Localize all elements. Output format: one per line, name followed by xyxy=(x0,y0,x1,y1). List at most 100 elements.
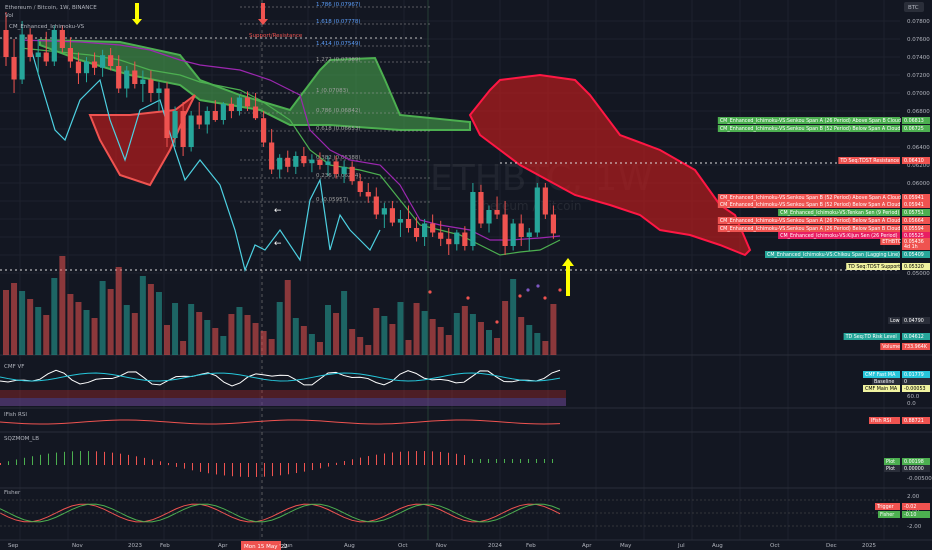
candle-body xyxy=(244,97,251,107)
sqz-bar xyxy=(176,463,177,467)
volume-bar xyxy=(43,315,50,355)
price-tag-value-bg xyxy=(902,317,930,324)
volume-bar xyxy=(99,281,106,355)
pane-tag-value-bg xyxy=(902,465,930,472)
candle-body xyxy=(180,111,186,147)
price-tag-value: 0.05751 xyxy=(904,210,924,216)
vol-label[interactable]: Vol xyxy=(5,13,14,19)
currency-button-label[interactable]: BTC xyxy=(908,5,919,11)
time-axis-label: Feb xyxy=(526,543,536,549)
volume-bar xyxy=(107,289,114,355)
time-axis-label: Jun xyxy=(283,543,293,549)
candle-body xyxy=(550,214,556,234)
fib-label: 0.618 (0.06653) xyxy=(316,126,361,132)
sqz-bar xyxy=(48,453,49,465)
volume-bar xyxy=(260,331,267,355)
fisher-title: Fisher xyxy=(4,490,21,496)
pane-tag-value: 0.01779 xyxy=(904,372,924,378)
sqz-bar xyxy=(240,463,241,477)
price-tag-value: 0.05941 xyxy=(904,202,924,208)
volume-bar xyxy=(19,291,26,355)
price-tag-label: CM_Enhanced_Ichimoku-VS:Senkou Span B (5… xyxy=(720,195,901,201)
volume-bar xyxy=(180,341,187,355)
sqz-bar xyxy=(320,463,321,469)
td-dot xyxy=(495,320,499,324)
sqz-bar xyxy=(72,451,73,465)
price-tag-label-bg xyxy=(888,317,900,324)
price-tag-value: 4d 1h xyxy=(904,244,918,250)
volume-bar xyxy=(3,290,9,355)
volume-bar xyxy=(164,325,170,355)
time-axis-label: Feb xyxy=(160,543,170,549)
price-tag-value: 0.05525 xyxy=(904,233,924,239)
candle-body xyxy=(486,210,492,224)
symbol-title[interactable]: Ethereum / Bitcoin, 1W, BINANCE xyxy=(5,5,97,11)
price-axis-label: 0.05000 xyxy=(907,271,930,277)
price-tag-label-bg xyxy=(838,157,900,164)
volume-bar xyxy=(268,339,275,355)
candle-body xyxy=(116,66,122,89)
volume-bar xyxy=(373,308,380,355)
candle-body xyxy=(196,115,202,125)
price-tag-value-bg xyxy=(902,125,930,132)
volume-bar xyxy=(381,316,388,355)
pane-tag-label: Baseline xyxy=(874,379,894,385)
price-tag-value-bg xyxy=(902,217,930,224)
volume-bar xyxy=(437,327,444,355)
pane-axis-label: -2.00 xyxy=(907,524,922,530)
price-axis-label: 0.07600 xyxy=(907,37,930,43)
price-axis-label: 0.07800 xyxy=(907,19,930,25)
pane-tag-value: 0.88721 xyxy=(904,418,924,424)
volume-bar xyxy=(123,305,130,355)
volume-bar xyxy=(115,267,122,355)
candle-body xyxy=(365,192,371,197)
candle-body xyxy=(277,157,283,170)
sqz-bar xyxy=(440,451,441,465)
sqz-bar xyxy=(480,459,481,463)
time-axis-label: Oct xyxy=(770,543,780,549)
pane-tag-value-bg xyxy=(902,385,930,392)
fisher-line xyxy=(0,503,561,523)
sqz-bar xyxy=(264,463,265,477)
candle-body xyxy=(212,111,218,120)
sqz-bar xyxy=(416,451,417,465)
volume-bars xyxy=(3,256,557,355)
fib-label: 1 (0.07083) xyxy=(316,88,348,94)
price-tag-value-bg xyxy=(902,238,930,245)
price-tag-value-bg xyxy=(902,243,930,250)
indicator-title[interactable]: CM_Enhanced_Ichimoku-VS xyxy=(9,24,85,30)
volume-bar xyxy=(341,291,348,355)
price-tag-label: ETHBTC xyxy=(882,239,902,245)
candle-body xyxy=(172,111,178,138)
volume-bar xyxy=(518,317,525,355)
price-tag-value: 0.06813 xyxy=(904,118,924,124)
currency-button[interactable] xyxy=(904,2,924,12)
sqz-bar xyxy=(456,453,457,465)
candle-body xyxy=(534,187,540,233)
candle-body xyxy=(67,48,73,62)
price-tag-label: Volume xyxy=(882,344,900,350)
volume-bar xyxy=(550,304,557,355)
price-tag-value-bg xyxy=(902,343,930,350)
sqz-bar xyxy=(352,459,353,465)
sqz-bar xyxy=(296,463,297,474)
pane-tag-label-bg xyxy=(869,417,900,424)
sqz-bar xyxy=(504,459,505,463)
price-axis-label: 0.07000 xyxy=(907,91,930,97)
volume-bar xyxy=(453,313,460,355)
price-tag-value-bg xyxy=(902,251,930,258)
candle-body xyxy=(446,238,452,245)
pane-tag-value-bg xyxy=(902,417,930,424)
volume-bar xyxy=(11,283,18,355)
price-axis-label: 0.07400 xyxy=(907,55,930,61)
bullish-cloud xyxy=(39,38,471,131)
pane-tag-label: Plot xyxy=(886,459,895,465)
sqz-bar xyxy=(464,455,465,465)
pane-tag-label-bg xyxy=(863,385,900,392)
sqz-bar xyxy=(488,459,489,463)
candle-body xyxy=(373,196,379,215)
time-axis-label: Aug xyxy=(344,543,355,549)
bearish-cloud-future xyxy=(468,73,752,257)
candle-body xyxy=(309,159,315,164)
candle-body xyxy=(502,214,508,246)
